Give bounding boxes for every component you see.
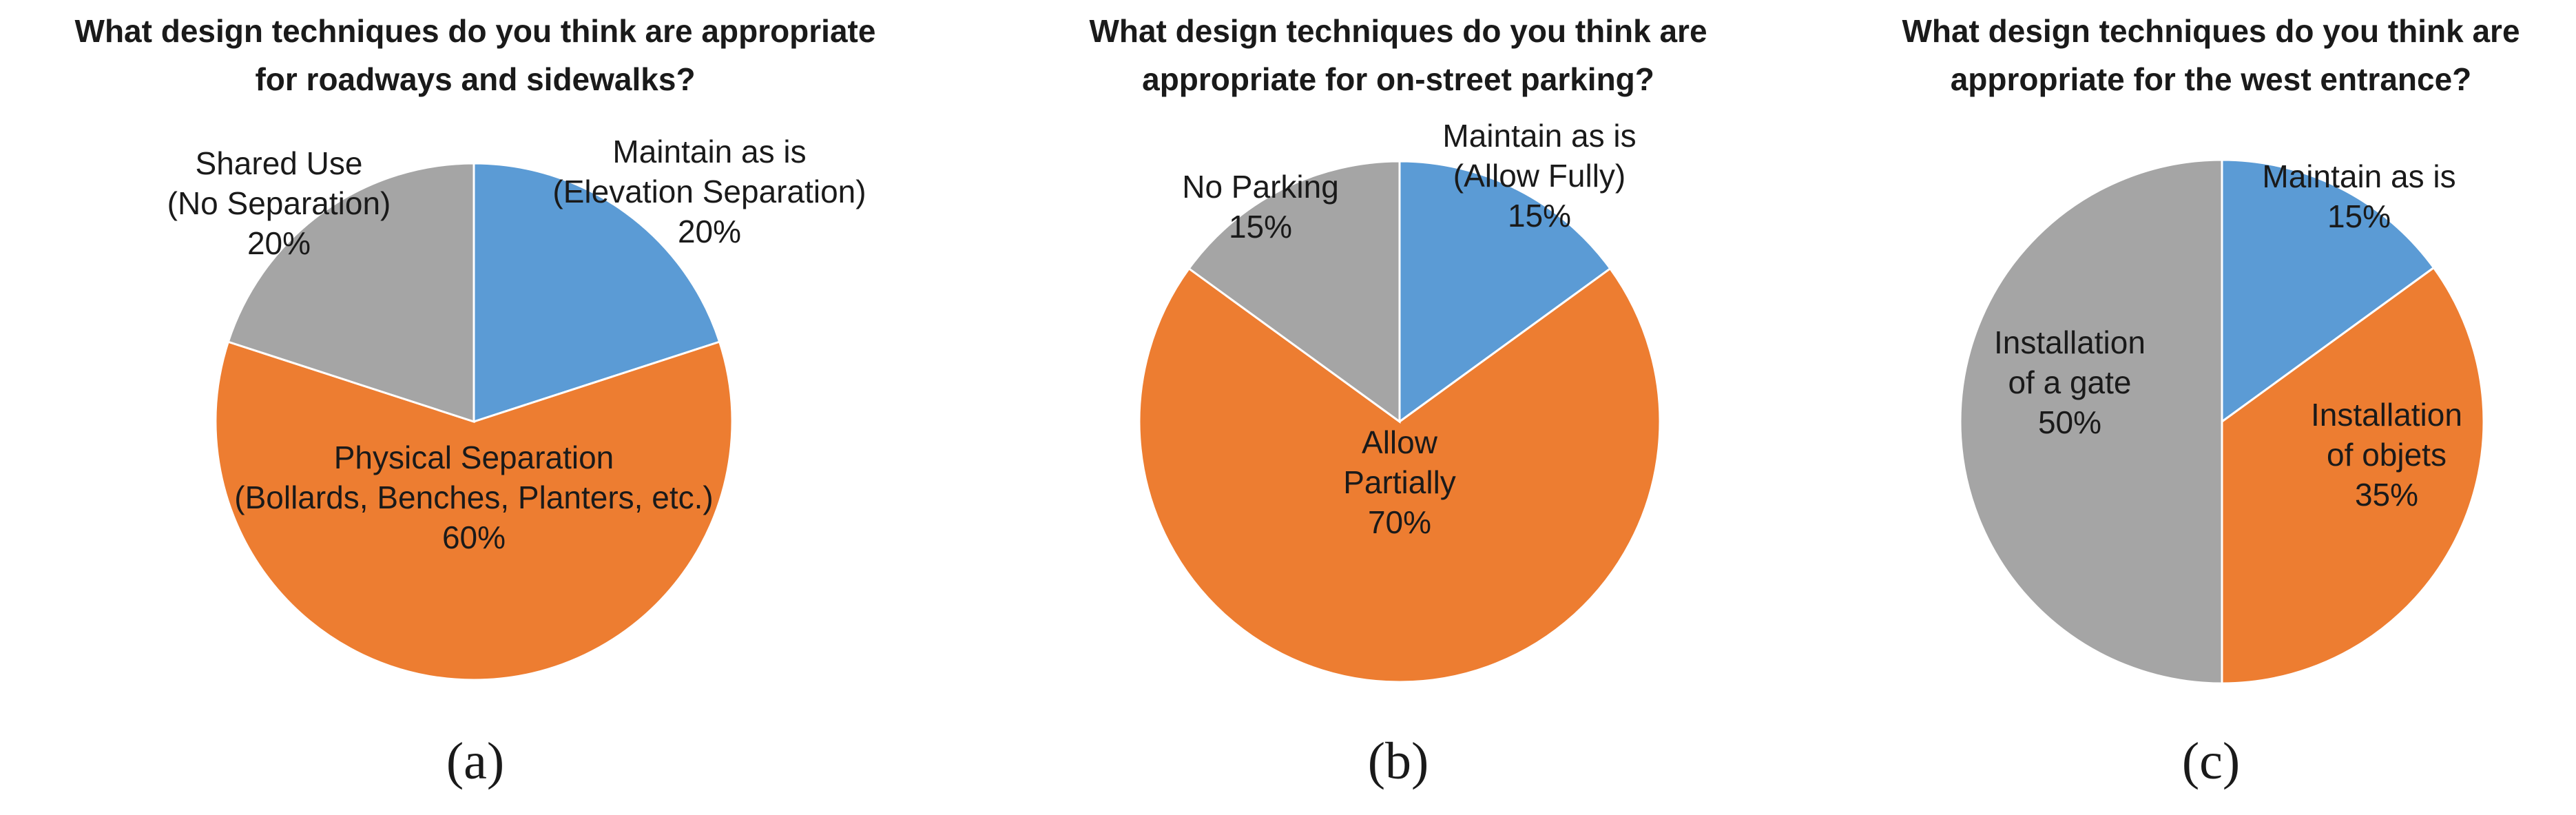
chart-title: What design techniques do you think are … xyxy=(951,7,1846,103)
slice-label-line: No Parking xyxy=(1182,169,1339,205)
slice-label: Maintain as is (Elevation Separation) 20% xyxy=(552,134,866,249)
pie-slice xyxy=(2221,158,2435,424)
panel-caption: (b) xyxy=(1367,732,1429,790)
slice-label-line: Installation xyxy=(2311,397,2462,433)
pie-chart: Maintain as is (Allow Fully) 15% Allow Parti… xyxy=(1138,118,1661,683)
slice-label: Installation of objets 35% xyxy=(2311,397,2462,513)
slice-label: No Parking 15% xyxy=(1182,169,1339,245)
pie-slice xyxy=(1187,160,1401,424)
slice-label-line: Physical Separation xyxy=(334,440,614,475)
slice-label-line: 60% xyxy=(442,519,506,555)
chart-title-line: What design techniques do you think are xyxy=(1089,13,1707,49)
slice-label-line: of objets xyxy=(2327,437,2447,473)
slice-label-line: Partially xyxy=(1343,464,1456,500)
slice-label: Physical Separation (Bollards, Benches, P… xyxy=(234,440,713,555)
slice-label-line: (Elevation Separation) xyxy=(552,174,866,209)
chart-title-line: appropriate for the west entrance? xyxy=(1950,61,2472,97)
slice-label: Installation of a gate 50% xyxy=(1994,324,2146,440)
slice-label: Allow Partially 70% xyxy=(1343,424,1456,540)
slice-label-line: 15% xyxy=(1508,198,1571,234)
slice-label-line: (No Separation) xyxy=(167,185,391,221)
slice-label-line: 20% xyxy=(247,225,311,261)
pie-slice xyxy=(214,340,734,681)
slice-label-line: (Allow Fully) xyxy=(1453,158,1625,194)
slice-label: Maintain as is (Allow Fully) 15% xyxy=(1442,118,1636,234)
panel-caption: (c) xyxy=(2181,732,2241,790)
pie-slice xyxy=(2221,266,2485,685)
pie-slice xyxy=(472,162,721,424)
slice-label-line: Maintain as is xyxy=(612,134,806,169)
slice-label-line: (Bollards, Benches, Planters, etc.) xyxy=(234,479,713,515)
pie-slice xyxy=(1398,160,1612,424)
chart-panel-b: What design techniques do you think are … xyxy=(951,0,1846,815)
slice-label-line: 35% xyxy=(2355,477,2418,513)
slice-label: Shared Use (No Separation) 20% xyxy=(167,145,391,261)
panel-caption: (a) xyxy=(446,732,505,790)
slice-label-line: 20% xyxy=(678,214,741,249)
chart-title-line: What design techniques do you think are … xyxy=(74,13,876,49)
slice-label-line: Allow xyxy=(1362,424,1438,460)
slice-label-line: 70% xyxy=(1368,504,1431,540)
slice-label-line: Installation xyxy=(1994,324,2146,360)
slice-label-line: of a gate xyxy=(2008,364,2131,400)
slice-label-line: Maintain as is xyxy=(2262,158,2455,194)
slice-label-line: Shared Use xyxy=(196,145,363,181)
chart-title-line: appropriate for on-street parking? xyxy=(1142,61,1654,97)
chart-panel-a: What design techniques do you think are … xyxy=(0,0,951,815)
slice-label-line: 50% xyxy=(2038,404,2101,440)
slice-label-line: Maintain as is xyxy=(1442,118,1636,154)
pie-chart: Maintain as is (Elevation Separation) 20% P… xyxy=(167,134,866,681)
chart-title: What design techniques do you think are … xyxy=(1846,7,2576,103)
chart-panel-c: What design techniques do you think are … xyxy=(1846,0,2576,815)
slice-label-line: 15% xyxy=(2327,198,2391,234)
slice-label: Maintain as is 15% xyxy=(2262,158,2455,234)
slice-label-line: 15% xyxy=(1229,209,1292,245)
chart-title-line: What design techniques do you think are xyxy=(1902,13,2520,49)
pie-chart: Maintain as is 15% Installation of objets 35… xyxy=(1959,158,2485,685)
chart-title: What design techniques do you think are … xyxy=(0,7,951,103)
pie-slice xyxy=(227,162,475,424)
chart-title-line: for roadways and sidewalks? xyxy=(255,61,696,97)
pie-slice xyxy=(1138,267,1661,683)
pie-slice xyxy=(1959,158,2223,685)
